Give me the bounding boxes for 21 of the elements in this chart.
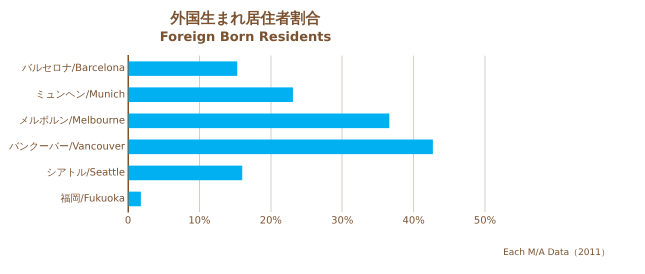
chart-title: 外国生まれ居住者割合 [170,8,320,27]
y-tick-label: ミュンヘン/Munich [36,89,126,100]
y-tick-label: バルセロナ/Barcelona [20,63,126,74]
y-tick-label: シアトル/Seattle [46,167,126,178]
bar [128,87,293,102]
y-tick-label: バンクーバー/Vancouver [8,141,126,152]
chart-subtitle: Foreign Born Residents [160,30,332,46]
bar [128,140,433,154]
y-tick-label: メルボルン/Melbourne [18,115,126,126]
bar [128,61,238,76]
x-tick-label: 0 [124,216,132,227]
y-tick-label: 福岡/Fukuoka [60,192,126,205]
x-tick-label: 10% [188,216,211,227]
x-tick-label: 50% [474,216,496,227]
x-tick-label: 30% [331,216,354,227]
bar [128,166,242,180]
x-tick-label: 40% [402,216,425,227]
bar [128,192,141,206]
text: Each M/A Data（2011） [503,248,610,258]
bar [128,113,390,128]
x-tick-label: 20% [260,216,282,227]
